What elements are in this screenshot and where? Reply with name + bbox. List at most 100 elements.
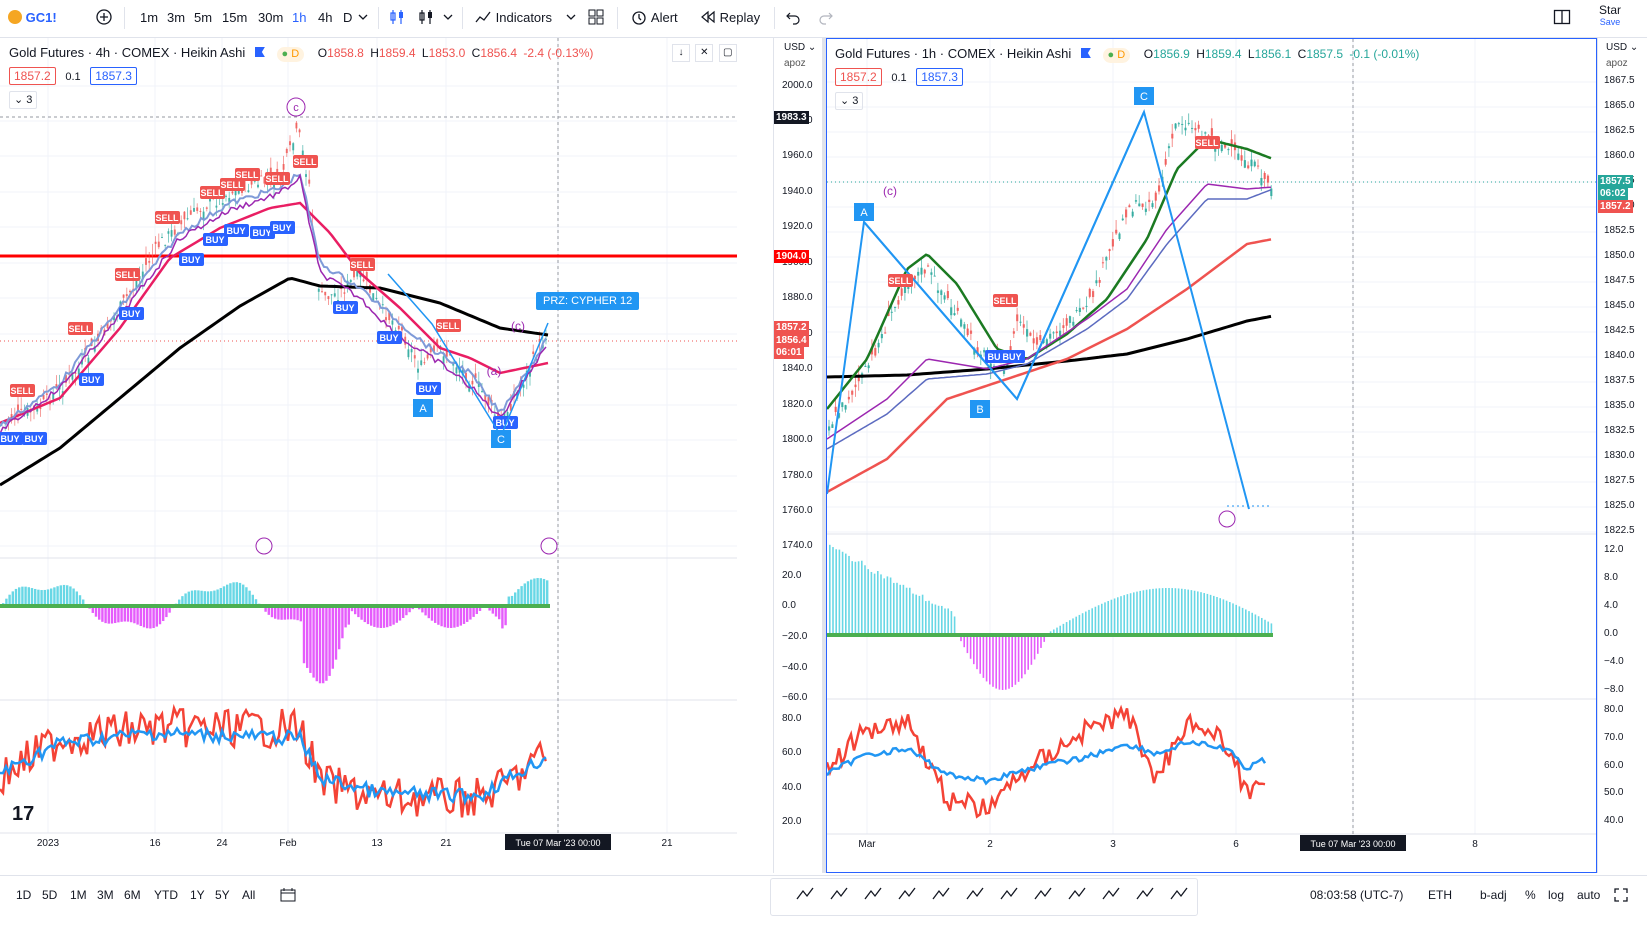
sell-price-button[interactable]: 1857.2 — [835, 68, 882, 86]
indicators-collapse-button[interactable]: ⌄ 3 — [9, 91, 37, 109]
interval-1m[interactable]: 1m — [140, 8, 158, 28]
range-button-5y[interactable]: 5Y — [215, 888, 230, 902]
xabcd-tool-icon[interactable] — [1067, 886, 1087, 905]
oscillator-bar — [527, 581, 529, 606]
redo-button[interactable] — [818, 8, 834, 28]
buy-signal-label: BUY — [226, 226, 245, 236]
price-level-label: 1862.5 — [1604, 125, 1635, 136]
range-button-5d[interactable]: 5D — [42, 888, 57, 902]
buy-signal: BUY — [22, 432, 47, 445]
range-button-1d[interactable]: 1D — [16, 888, 31, 902]
channel-tool-icon[interactable] — [1135, 886, 1155, 905]
forecast-tool-icon[interactable] — [897, 886, 917, 905]
fib-tool-icon[interactable] — [795, 886, 815, 905]
fullscreen-button[interactable] — [1614, 888, 1628, 905]
oscillator-bar — [37, 590, 39, 606]
ruler-tool-icon[interactable] — [1169, 886, 1189, 905]
candle-body — [1125, 210, 1127, 218]
oscillator-bar — [127, 606, 129, 622]
undo-button[interactable] — [785, 8, 801, 28]
symbol-search[interactable]: GC1! — [8, 8, 57, 28]
interval-30m[interactable]: 30m — [258, 8, 283, 28]
interval-D[interactable]: D — [343, 8, 352, 28]
layout-button[interactable] — [588, 8, 604, 28]
date-range-button[interactable] — [280, 888, 296, 905]
indicators-collapse-button[interactable]: ⌄ 3 — [835, 92, 863, 110]
session-toggle[interactable]: ETH — [1428, 888, 1452, 902]
oscillator-bar — [60, 585, 62, 606]
bars-tool-icon[interactable] — [999, 886, 1019, 905]
replay-button[interactable]: Replay — [700, 8, 760, 28]
clock-label[interactable]: 08:03:58 (UTC-7) — [1310, 888, 1403, 902]
oscillator-bar — [104, 606, 106, 623]
oscillator-bar — [919, 596, 921, 635]
interval-4h[interactable]: 4h — [318, 8, 332, 28]
candle-body — [1112, 239, 1114, 246]
pattern-label[interactable]: PRZ: CYPHER 12 — [536, 292, 639, 310]
time-axis-label: 8 — [1472, 839, 1478, 850]
chevron-down-icon — [358, 12, 368, 22]
oscillator-bar — [893, 583, 895, 635]
sell-signal-label: SELL — [115, 270, 139, 280]
range-button-1y[interactable]: 1Y — [190, 888, 205, 902]
range-button-all[interactable]: All — [242, 888, 255, 902]
buy-signal: BUY — [416, 382, 441, 395]
hline-tool-icon[interactable] — [931, 886, 951, 905]
layout-split-button[interactable] — [1553, 8, 1571, 28]
wave-label: (a) — [487, 364, 502, 378]
cycle-tool-icon[interactable] — [1101, 886, 1121, 905]
auto-toggle[interactable]: auto — [1577, 888, 1600, 902]
oscillator-bar — [117, 606, 119, 622]
lines-tool-icon[interactable] — [829, 886, 849, 905]
candle-body — [318, 289, 320, 292]
range-button-ytd[interactable]: YTD — [154, 888, 178, 902]
candle-body — [944, 295, 946, 299]
oscillator-bar — [504, 606, 506, 625]
buy-price-button[interactable]: 1857.3 — [90, 67, 137, 85]
symbol-label: GC1! — [26, 10, 57, 25]
interval-5m[interactable]: 5m — [194, 8, 212, 28]
sell-price-button[interactable]: 1857.2 — [9, 67, 56, 85]
trend-tool-icon[interactable] — [965, 886, 985, 905]
pane-down-button[interactable]: ↓ — [672, 44, 690, 62]
pane-maximize-button[interactable]: ▢ — [719, 44, 737, 62]
chart-type-button[interactable] — [417, 8, 453, 28]
range-button-3m[interactable]: 3M — [97, 888, 114, 902]
currency-label[interactable]: USD ⌄ — [1606, 42, 1638, 53]
pane-close-button[interactable]: ✕ — [695, 44, 713, 62]
oscillator-bar — [367, 606, 369, 624]
ray-tool-icon[interactable] — [1033, 886, 1053, 905]
interval-15m[interactable]: 15m — [222, 8, 247, 28]
interval-1h[interactable]: 1h — [292, 8, 306, 28]
left-price-scale[interactable]: USD ⌄ apoz 2000.01980.01960.01940.01920.… — [773, 38, 822, 873]
range-button-1m[interactable]: 1M — [70, 888, 87, 902]
pattern-tool-icon[interactable] — [863, 886, 883, 905]
interval-3m[interactable]: 3m — [167, 8, 185, 28]
time-axis-label: 16 — [149, 838, 161, 849]
flag-icon — [255, 47, 265, 57]
currency-label[interactable]: USD ⌄ — [784, 42, 816, 53]
alert-button[interactable]: Alert — [630, 8, 678, 28]
adjustment-toggle[interactable]: b-adj — [1480, 888, 1507, 902]
interval-dropdown[interactable] — [358, 8, 368, 28]
oscillator-bar — [1200, 592, 1202, 635]
indicators-button[interactable]: Indicators — [474, 8, 552, 28]
log-toggle[interactable]: log — [1548, 888, 1564, 902]
percent-toggle[interactable]: % — [1525, 888, 1536, 902]
oscillator-bar — [1242, 608, 1244, 635]
candle-body — [1059, 331, 1061, 336]
add-compare-button[interactable] — [95, 8, 113, 28]
price-level-label: 1850.0 — [1604, 250, 1635, 261]
range-button-6m[interactable]: 6M — [124, 888, 141, 902]
save-layout-button[interactable]: Star Save — [1599, 4, 1621, 24]
oscillator-bar — [1178, 588, 1180, 635]
right-price-scale[interactable]: USD ⌄ apoz 1867.51865.01862.51860.01857.… — [1597, 38, 1647, 873]
buy-price-button[interactable]: 1857.3 — [916, 68, 963, 86]
bar-style-button[interactable] — [388, 8, 406, 28]
indicators-dropdown[interactable] — [566, 8, 576, 28]
candle-body — [423, 362, 425, 363]
